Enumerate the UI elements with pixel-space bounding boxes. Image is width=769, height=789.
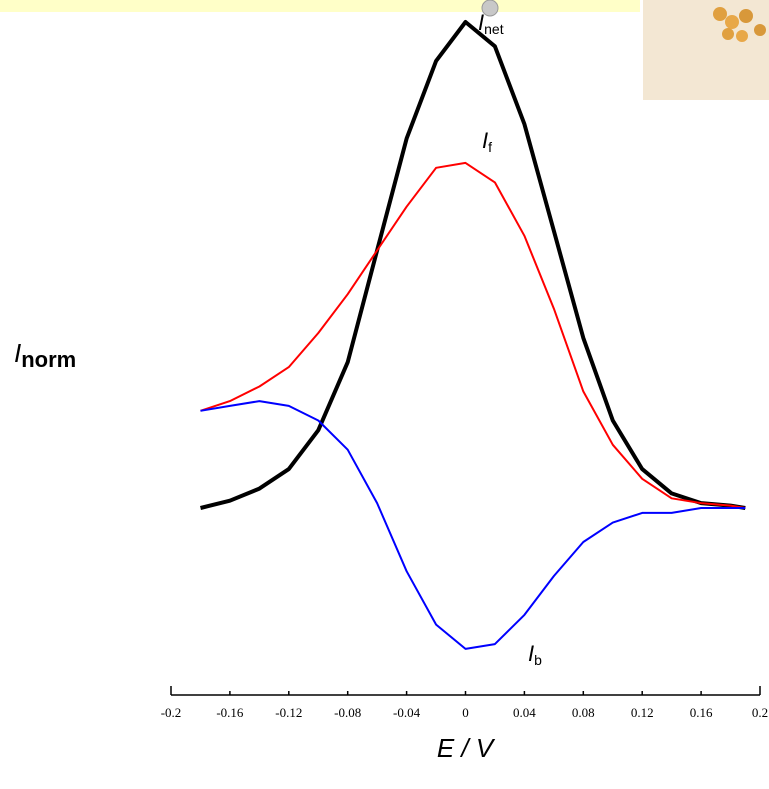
x-tick-label: -0.16 bbox=[216, 705, 244, 720]
series-subscript: b bbox=[534, 652, 542, 668]
y-label-main: I bbox=[14, 338, 21, 368]
x-tick-label: -0.04 bbox=[393, 705, 421, 720]
series-label: Inet bbox=[478, 10, 504, 37]
series-subscript: net bbox=[484, 21, 504, 37]
series-name: I bbox=[478, 10, 484, 35]
series-label: Ib bbox=[528, 641, 542, 668]
series-line bbox=[200, 20, 746, 510]
x-axis-label: E / V bbox=[437, 733, 496, 763]
corner-decoration bbox=[713, 7, 766, 42]
series-line bbox=[200, 400, 746, 650]
x-tick-label: 0.16 bbox=[690, 705, 713, 720]
x-tick-label: 0 bbox=[462, 705, 469, 720]
x-tick-label: -0.08 bbox=[334, 705, 361, 720]
series-subscript: f bbox=[488, 139, 492, 155]
ball bbox=[481, 0, 499, 17]
series-name: I bbox=[482, 128, 488, 153]
x-tick-label: 0.2 bbox=[752, 705, 768, 720]
x-tick-label: -0.2 bbox=[161, 705, 182, 720]
y-label-sub: norm bbox=[21, 347, 76, 372]
series-name: I bbox=[528, 641, 534, 666]
x-tick-label: 0.04 bbox=[513, 705, 536, 720]
x-tick-label: 0.12 bbox=[631, 705, 654, 720]
y-axis-label: Inorm bbox=[14, 338, 76, 372]
x-tick-label: -0.12 bbox=[275, 705, 302, 720]
series-line bbox=[200, 161, 746, 509]
x-tick-label: 0.08 bbox=[572, 705, 595, 720]
top-strip bbox=[0, 0, 640, 12]
series-label: If bbox=[482, 128, 492, 155]
